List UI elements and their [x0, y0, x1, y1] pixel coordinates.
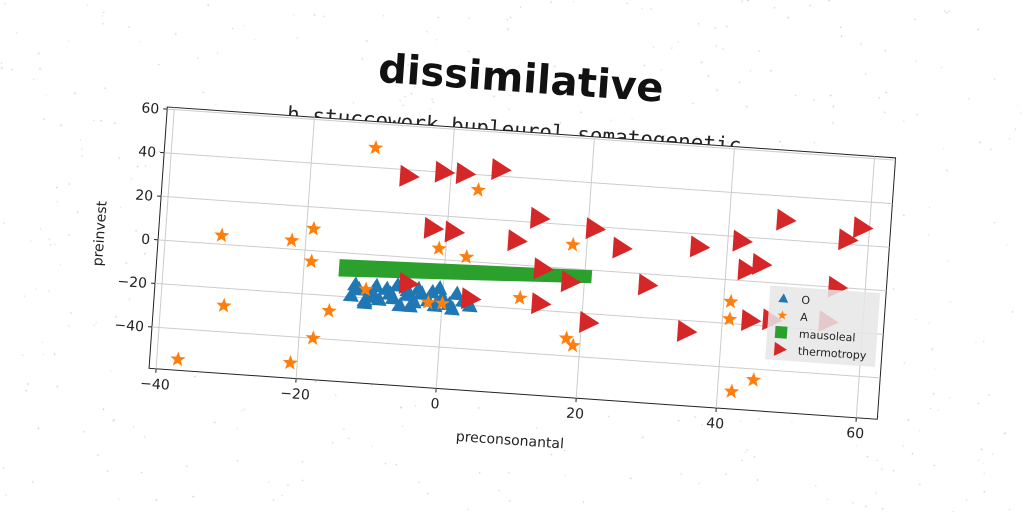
x-tick-label: −20 — [280, 386, 311, 404]
x-tick-label: 20 — [566, 406, 585, 423]
data-point-thermotropy — [531, 292, 552, 315]
data-point-a — [558, 330, 575, 346]
data-point-o — [381, 285, 398, 301]
data-point-thermotropy — [461, 287, 482, 310]
y-gridline — [164, 152, 893, 205]
legend-label: A — [800, 311, 809, 325]
x-gridline — [295, 117, 315, 379]
x-tick-label: 0 — [430, 396, 440, 413]
data-point-o — [363, 288, 380, 304]
y-tick-label: 20 — [135, 187, 154, 204]
data-point-a — [723, 293, 739, 309]
y-gridline — [158, 239, 887, 292]
legend-label: mausoleal — [799, 328, 856, 345]
legend-box — [765, 285, 881, 367]
data-point-thermotropy — [434, 160, 456, 183]
data-point-a — [282, 354, 298, 370]
x-axis-label: preconsonantal — [455, 429, 564, 453]
data-point-a — [434, 295, 450, 311]
data-point-a — [306, 220, 322, 236]
data-point-a — [745, 371, 762, 387]
x-tick-label: 60 — [846, 425, 865, 442]
data-point-o — [434, 288, 451, 304]
legend-label: thermotropy — [797, 345, 867, 363]
x-gridline — [575, 136, 595, 399]
data-point-a — [358, 281, 374, 297]
x-gridline — [855, 156, 876, 418]
data-point-thermotropy — [398, 272, 420, 294]
data-point-thermotropy — [399, 164, 420, 187]
y-gridline — [154, 282, 884, 335]
data-point-a — [470, 181, 486, 197]
y-tick-label: −40 — [114, 317, 145, 335]
data-point-a — [724, 383, 740, 399]
data-point-thermotropy — [689, 235, 711, 258]
data-point-thermotropy — [740, 309, 762, 332]
y-gridline — [151, 326, 881, 379]
data-point-a — [565, 236, 581, 252]
data-point-thermotropy — [676, 319, 698, 342]
y-axis-label: preinvest — [90, 200, 111, 267]
data-point-a — [565, 337, 581, 353]
y-gridline — [167, 108, 896, 161]
y-tick-label: 60 — [141, 100, 160, 117]
plot-area — [148, 106, 897, 420]
data-point-thermotropy — [423, 216, 445, 239]
data-point-thermotropy — [578, 310, 600, 333]
data-point-thermotropy — [444, 220, 466, 243]
data-point-a — [170, 351, 186, 367]
data-point-a — [420, 294, 436, 310]
data-point-a — [431, 240, 447, 256]
data-point-thermotropy — [491, 158, 512, 181]
data-point-thermotropy — [852, 216, 874, 239]
x-tick-label: 40 — [706, 415, 725, 432]
y-tick-label: 40 — [138, 144, 157, 161]
data-point-o — [448, 285, 465, 301]
data-point-thermotropy — [751, 252, 773, 275]
legend-marker-mausoleal — [774, 325, 788, 339]
data-point-a — [284, 232, 300, 248]
data-point-a — [303, 253, 320, 269]
data-point-thermotropy — [737, 258, 758, 281]
data-point-o — [423, 283, 440, 299]
legend-marker-thermotropy — [773, 341, 787, 356]
data-point-o — [401, 297, 418, 313]
data-point-thermotropy — [507, 229, 528, 252]
data-point-thermotropy — [560, 270, 582, 293]
data-point-thermotropy — [585, 217, 607, 240]
data-point-o — [347, 276, 364, 292]
x-gridline — [715, 146, 736, 409]
data-point-a — [368, 139, 384, 155]
data-point-thermotropy — [529, 206, 551, 229]
y-tick-label: −20 — [117, 274, 148, 292]
data-point-thermotropy — [612, 236, 633, 259]
data-point-o — [368, 277, 385, 293]
data-point-thermotropy — [776, 208, 797, 231]
data-point-a — [305, 330, 321, 346]
data-point-thermotropy — [732, 229, 753, 252]
data-point-a — [214, 227, 230, 243]
y-tick-label: 0 — [141, 232, 151, 249]
data-point-o — [443, 300, 460, 316]
data-point-thermotropy — [533, 257, 554, 280]
x-tick-label: −40 — [140, 376, 171, 394]
data-point-thermotropy — [838, 228, 859, 251]
data-point-a — [321, 302, 337, 318]
data-point-a — [459, 249, 475, 264]
legend-marker-a — [777, 310, 788, 320]
data-point-thermotropy — [637, 273, 659, 296]
data-point-a — [216, 297, 232, 313]
y-gridline — [161, 195, 890, 248]
data-point-a — [722, 311, 738, 327]
data-point-o — [410, 280, 427, 296]
legend-label: O — [801, 294, 811, 308]
x-gridline — [155, 107, 175, 369]
data-point-o — [391, 296, 408, 312]
data-point-a — [512, 289, 528, 305]
legend-marker-o — [778, 293, 789, 303]
data-point-thermotropy — [455, 162, 477, 185]
